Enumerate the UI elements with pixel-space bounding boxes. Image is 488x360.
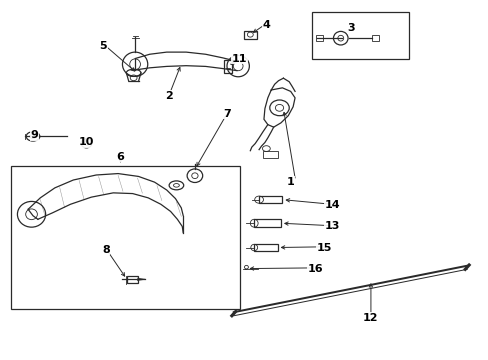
Text: 2: 2 — [165, 91, 173, 101]
Text: 14: 14 — [324, 200, 339, 210]
Text: 8: 8 — [102, 245, 110, 255]
Text: 1: 1 — [286, 177, 294, 187]
Text: 11: 11 — [231, 54, 247, 64]
Text: 9: 9 — [30, 130, 39, 140]
Bar — [243, 31, 257, 39]
Text: 7: 7 — [223, 109, 231, 119]
Bar — [254, 219, 281, 227]
Text: 13: 13 — [324, 221, 339, 231]
Bar — [223, 60, 232, 73]
Bar — [371, 35, 378, 41]
Text: 4: 4 — [262, 19, 270, 30]
Bar — [259, 196, 282, 203]
Bar — [263, 151, 277, 158]
Text: 12: 12 — [363, 312, 378, 323]
Bar — [11, 166, 239, 309]
Bar — [311, 12, 408, 59]
Text: 5: 5 — [100, 41, 107, 51]
Text: 15: 15 — [316, 243, 332, 253]
Text: 10: 10 — [79, 138, 94, 148]
Text: 6: 6 — [116, 152, 124, 162]
Bar — [254, 244, 277, 251]
Bar — [126, 276, 137, 283]
Text: 3: 3 — [347, 23, 355, 33]
Bar — [316, 35, 323, 41]
Text: 16: 16 — [306, 264, 322, 274]
